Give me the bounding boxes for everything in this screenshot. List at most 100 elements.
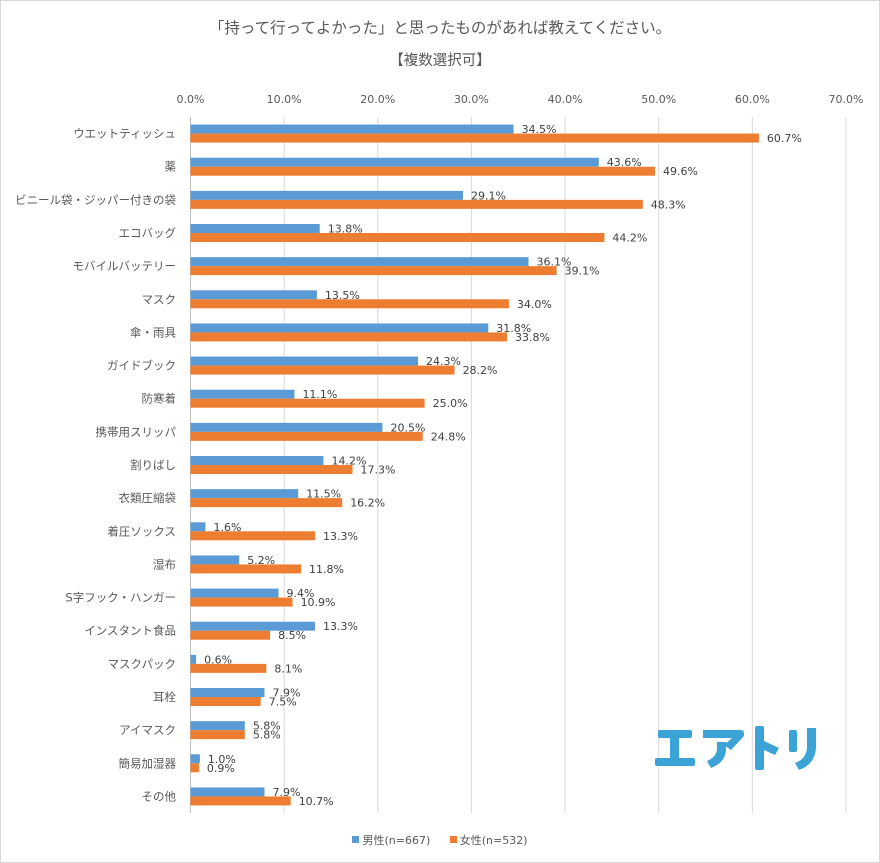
data-label: 11.1% (302, 388, 337, 401)
category-label: アイマスク (119, 723, 176, 737)
data-label: 5.8% (253, 720, 281, 733)
data-label: 14.2% (331, 455, 366, 468)
data-label: 31.8% (496, 322, 531, 335)
bar (190, 621, 316, 631)
bar (190, 688, 265, 697)
bar (190, 489, 299, 499)
data-label: 8.1% (274, 662, 302, 675)
chart-title: 「持って行ってよかった」と思ったものがあれば教えてください。 (208, 19, 672, 37)
category-label: S字フック・ハンガー (65, 591, 176, 605)
data-label: 60.7% (767, 132, 802, 145)
chart-subtitle: 【複数選択可】 (389, 53, 491, 69)
bar (190, 356, 419, 366)
data-label: 5.8% (253, 729, 281, 742)
data-label: 8.5% (278, 629, 306, 642)
airtrip-logo-graphic (655, 726, 816, 770)
bar (190, 389, 295, 399)
data-label: 0.9% (207, 762, 235, 775)
bar (190, 431, 423, 441)
data-label: 0.6% (204, 653, 232, 666)
data-label: 1.0% (208, 753, 236, 766)
bar (190, 332, 508, 342)
bar (190, 663, 267, 673)
bar (190, 398, 425, 408)
x-tick-label: 70.0% (829, 93, 864, 106)
category-label: その他 (142, 789, 177, 803)
category-label: 防寒着 (142, 392, 177, 406)
x-tick-label: 60.0% (735, 93, 770, 106)
bar (190, 787, 265, 797)
category-label: マスクパック (108, 657, 176, 671)
data-label: 13.3% (323, 530, 358, 543)
bar (190, 697, 261, 706)
bar (190, 299, 509, 309)
bar (190, 522, 206, 532)
bar (190, 323, 489, 333)
airtrip-logo (655, 722, 825, 776)
category-label: マスク (142, 292, 177, 306)
bar (190, 157, 599, 167)
data-label: 20.5% (390, 421, 425, 434)
data-label: 10.7% (299, 795, 334, 808)
category-label: 湿布 (153, 557, 176, 571)
chart-legend: 男性(n=667) 女性(n=532) (0, 832, 880, 848)
bar (190, 588, 279, 598)
bar (190, 224, 320, 233)
category-label: モバイルバッテリー (73, 259, 177, 273)
category-label: 薬 (165, 160, 177, 174)
data-label: 10.9% (301, 596, 336, 609)
category-label: ガイドブック (107, 359, 176, 373)
category-label: 耳栓 (153, 690, 176, 704)
bar (190, 166, 655, 176)
x-tick-label: 30.0% (454, 93, 489, 106)
bar (190, 796, 291, 806)
bar (190, 498, 343, 508)
bar (190, 730, 245, 740)
bar (190, 564, 301, 574)
x-tick-label: 40.0% (548, 93, 583, 106)
bar (190, 124, 514, 134)
data-label: 13.5% (325, 289, 360, 302)
data-label: 48.3% (651, 198, 686, 211)
data-label: 7.9% (272, 786, 300, 799)
bar (190, 365, 455, 375)
x-tick-label: 0.0% (177, 93, 205, 106)
bar (190, 233, 605, 242)
category-label: 衣類圧縮袋 (119, 491, 177, 505)
data-label: 25.0% (433, 397, 468, 410)
bar (190, 597, 293, 607)
legend-label-male: 男性(n=667) (362, 834, 431, 847)
data-label: 7.5% (269, 696, 297, 709)
bar (190, 630, 271, 640)
x-tick-label: 50.0% (641, 93, 676, 106)
bar (190, 721, 245, 731)
bar (190, 257, 529, 267)
category-label: ウエットティッシュ (73, 127, 176, 141)
bar (190, 133, 759, 143)
data-label: 1.6% (213, 521, 241, 534)
data-label: 5.2% (247, 554, 275, 567)
data-label: 11.5% (306, 488, 341, 501)
data-label: 34.5% (522, 123, 557, 136)
bar (190, 654, 197, 664)
data-label: 33.8% (515, 331, 550, 344)
data-label: 9.4% (287, 587, 315, 600)
data-label: 39.1% (565, 265, 600, 278)
category-label: 携帯用スリッパ (96, 425, 177, 439)
category-label: ビニール袋・ジッパー付きの袋 (15, 193, 176, 207)
data-label: 29.1% (471, 189, 506, 202)
category-label: エコバッグ (119, 226, 177, 240)
data-label: 49.6% (663, 165, 698, 178)
data-label: 36.1% (537, 256, 572, 269)
data-label: 11.8% (309, 563, 344, 576)
data-label: 28.2% (463, 364, 498, 377)
data-label: 24.3% (426, 355, 461, 368)
data-label: 43.6% (607, 156, 642, 169)
bar (190, 763, 199, 773)
legend-swatch-female (449, 836, 457, 843)
category-label: 傘・雨具 (130, 325, 176, 339)
data-label: 17.3% (361, 464, 396, 477)
bar (190, 555, 240, 565)
bar (190, 456, 324, 465)
